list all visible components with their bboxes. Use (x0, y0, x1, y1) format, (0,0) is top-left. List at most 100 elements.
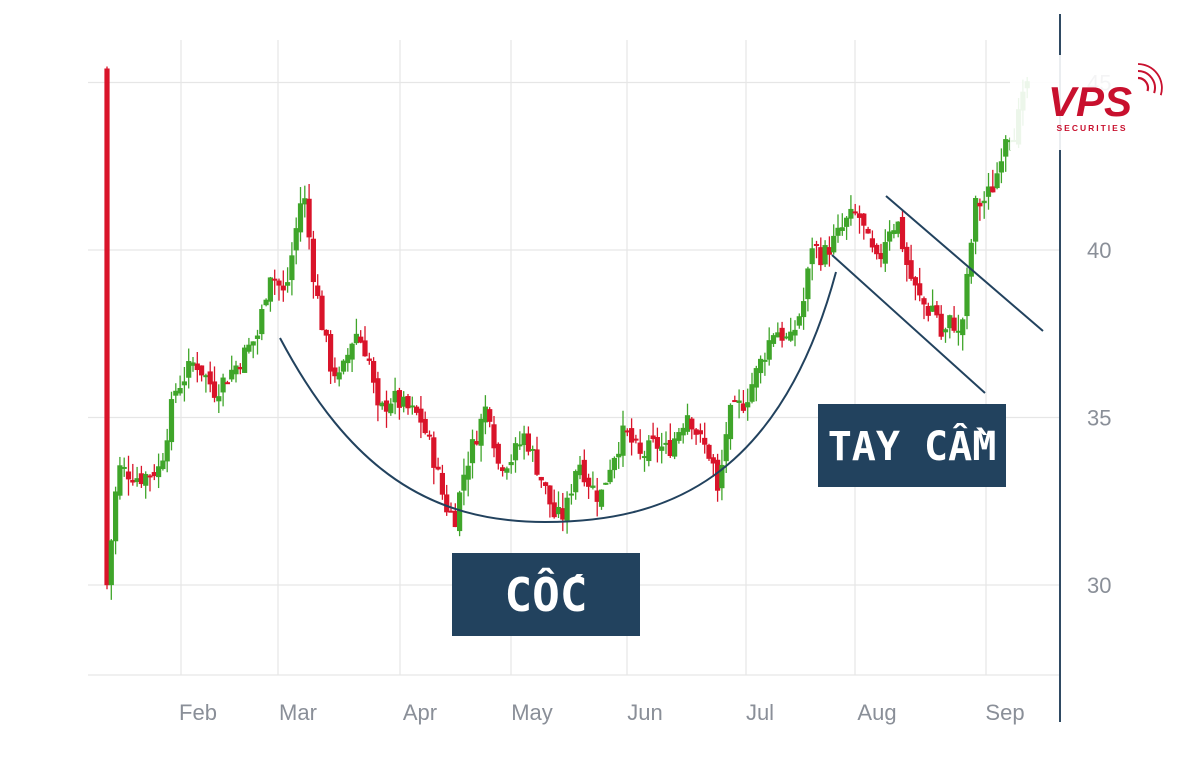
logo-subtext: SECURITIES (1056, 123, 1127, 133)
candle-down (624, 428, 630, 437)
candle-down (487, 407, 493, 428)
candle-up (392, 377, 398, 415)
candle-down (224, 380, 230, 385)
candle-down (908, 244, 914, 281)
candle-down (237, 363, 243, 375)
candle-down (697, 423, 703, 443)
candle-up (611, 456, 617, 479)
candle-down (138, 465, 144, 488)
candle-up (336, 366, 342, 387)
candle-down (667, 423, 673, 458)
candle-up (121, 457, 127, 477)
candle-down (538, 476, 544, 488)
candle-down (444, 484, 450, 516)
candle-down (543, 481, 549, 495)
candle-down (740, 390, 746, 414)
candle-down (439, 464, 445, 500)
candle-up (263, 298, 269, 307)
candle-down (130, 463, 136, 486)
candle-up (259, 304, 265, 341)
candle-up (680, 423, 686, 444)
candle-up (796, 313, 802, 329)
candle-up (590, 471, 596, 490)
candle-up (504, 466, 510, 480)
candle-down (452, 503, 458, 528)
candle-up (246, 337, 252, 354)
candle-down (852, 203, 858, 216)
candle-down (912, 276, 918, 301)
candle-down (633, 434, 639, 444)
candle-down (371, 357, 377, 394)
candle-down (951, 306, 957, 333)
candle-down (702, 422, 708, 454)
x-tick-label: Mar (279, 700, 317, 725)
candle-down (650, 422, 656, 443)
candle-down (495, 442, 501, 470)
candle-up (1003, 135, 1009, 172)
signal-wave-icon (1137, 76, 1150, 92)
candle-down (874, 243, 880, 260)
candle-down (147, 474, 153, 492)
candle-down (211, 366, 218, 403)
candle-down (560, 492, 566, 532)
candle-up (727, 403, 734, 450)
candle-down (856, 205, 863, 234)
candle-up (607, 459, 613, 485)
candle-up (388, 398, 394, 416)
candle-up (302, 185, 308, 218)
candle-up (968, 238, 974, 284)
candle-down (904, 242, 910, 282)
candle-up (891, 223, 897, 239)
candle-up (822, 240, 828, 268)
candle-up (753, 365, 759, 402)
candle-up (616, 441, 622, 469)
candle-up (960, 317, 966, 351)
candle-up (530, 445, 536, 462)
candle-up (181, 366, 187, 402)
candle-up (216, 384, 222, 414)
candle-up (844, 216, 850, 240)
y-tick-label: 35 (1087, 406, 1111, 431)
candle-up (788, 317, 794, 342)
candle-up (190, 356, 196, 372)
candle-up (770, 333, 777, 347)
candle-down (826, 236, 832, 267)
candle-up (659, 432, 665, 464)
candle-up (482, 395, 488, 435)
grid (88, 14, 1061, 722)
candle-up (555, 491, 562, 519)
candle-down (706, 443, 712, 461)
candle-up (349, 342, 355, 373)
candle-up (723, 422, 729, 474)
candle-up (177, 375, 183, 396)
candle-down (405, 393, 411, 415)
candle-up (736, 389, 742, 419)
handle-channel-upper (885, 195, 1044, 332)
candle-down (491, 415, 497, 458)
signal-wave-icon (1137, 70, 1156, 94)
candle-up (229, 355, 235, 382)
candles (104, 66, 1030, 600)
candle-up (113, 486, 119, 555)
candle-up (297, 187, 304, 242)
candle-down (276, 278, 282, 301)
candle-down (272, 269, 278, 295)
candle-down (934, 301, 940, 318)
candle-down (315, 274, 321, 299)
candle-down (629, 418, 635, 456)
candle-down (125, 455, 132, 496)
candle-down (474, 430, 480, 446)
candle-down (865, 226, 871, 234)
candle-down (990, 169, 996, 193)
candle-down (396, 387, 402, 420)
candle-down (977, 198, 983, 221)
candle-down (899, 209, 906, 253)
candle-down (422, 411, 428, 435)
candle-up (478, 413, 484, 462)
y-tick-label: 30 (1087, 573, 1111, 598)
candle-down (547, 485, 553, 518)
x-tick-label: Aug (857, 700, 896, 725)
candle-down (199, 365, 205, 382)
